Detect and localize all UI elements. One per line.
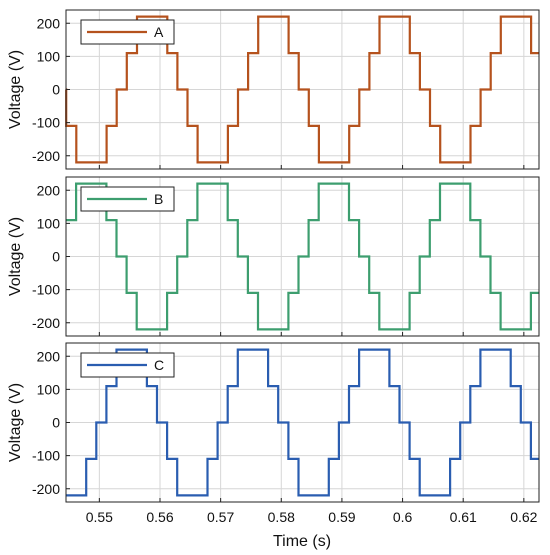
y-tick-label: 200 (37, 348, 61, 364)
series-line-a (65, 15, 539, 164)
chart-panel-c: 200 100 0 -100 -200 Voltage (V) C 0.55 0.56 0.57 0… (7, 342, 540, 525)
x-tick-label: 0.59 (328, 509, 355, 525)
y-tick-label: -100 (32, 448, 60, 464)
x-tick-label: 0.55 (86, 509, 113, 525)
y-tick-label: 0 (52, 415, 60, 431)
y-tick-label: -200 (32, 148, 60, 164)
y-axis-label: Voltage (V) (7, 383, 24, 462)
legend-label: B (154, 191, 163, 207)
y-tick-label: 100 (37, 215, 61, 231)
y-tick-label: 100 (37, 48, 61, 64)
y-axis-label: Voltage (V) (7, 217, 24, 296)
y-tick-label: -200 (32, 481, 60, 497)
y-tick-label: 200 (37, 182, 61, 198)
chart-panel-b: 200 100 0 -100 -200 Voltage (V) B (7, 176, 540, 337)
y-tick-label: 200 (37, 15, 61, 31)
y-tick-label: 0 (52, 249, 60, 265)
legend-label: A (154, 24, 164, 40)
series-line-b (66, 182, 539, 331)
series-line-c (66, 348, 539, 497)
y-tick-label: -100 (32, 115, 60, 131)
x-tick-label: 0.57 (207, 509, 234, 525)
x-tick-label: 0.61 (450, 509, 477, 525)
x-tick-label: 0.6 (393, 509, 413, 525)
y-axis-label: Voltage (V) (7, 50, 24, 129)
y-tick-label: -200 (32, 315, 60, 331)
x-axis-label: Time (s) (273, 533, 331, 550)
x-tick-label: 0.62 (510, 509, 537, 525)
legend-label: C (154, 357, 164, 373)
x-tick-label: 0.56 (146, 509, 173, 525)
chart-panel-a: 200 100 0 -100 -200 Voltage (V) A (7, 9, 540, 170)
x-tick-label: 0.58 (268, 509, 295, 525)
y-tick-label: 0 (52, 82, 60, 98)
y-tick-label: 100 (37, 381, 61, 397)
y-tick-label: -100 (32, 282, 60, 298)
